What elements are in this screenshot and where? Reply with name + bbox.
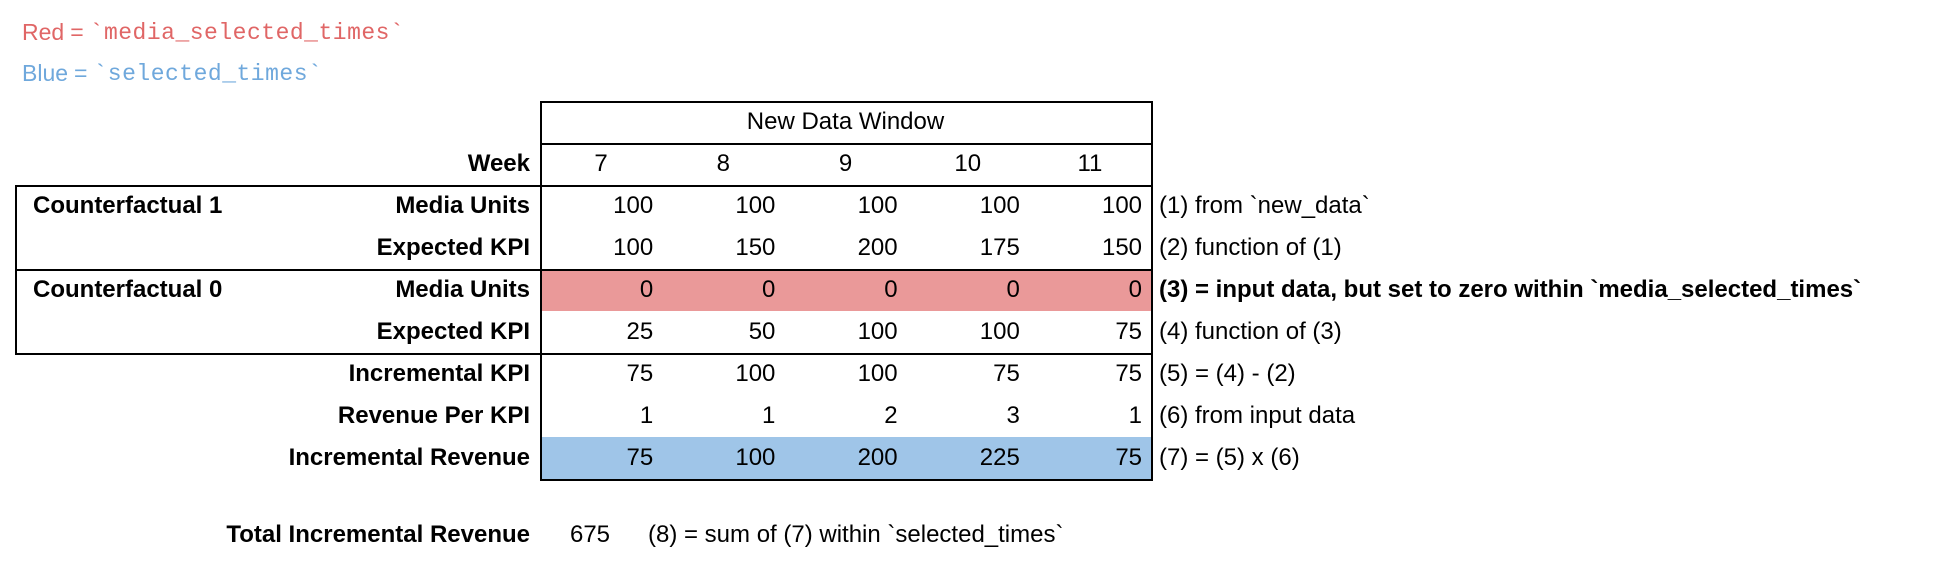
- group-label-counterfactual-0: Counterfactual 0: [33, 276, 223, 303]
- total-label: Total Incremental Revenue: [226, 521, 530, 548]
- cell-value: 1: [639, 402, 654, 429]
- total-annotation: (8) = sum of (7) within `selected_times`: [648, 521, 1064, 548]
- legend-red-code: `media_selected_times`: [89, 19, 405, 46]
- cell-value: 100: [613, 234, 654, 261]
- week-cell: 11: [1077, 150, 1103, 177]
- border-week-bottom: [15, 185, 1153, 187]
- cell-value: 100: [979, 192, 1020, 219]
- border-grid-left: [540, 101, 542, 481]
- cell-value: 200: [857, 444, 898, 471]
- cell-value: 100: [735, 192, 776, 219]
- row-label: Media Units: [395, 276, 530, 303]
- cell-value: 75: [1115, 318, 1143, 345]
- week-label: Week: [467, 150, 530, 177]
- blue-highlight-cells: 75 100 200 225 75: [540, 437, 1151, 479]
- table-row-incremental-revenue: Incremental Revenue 75 100 200 225 75 (7…: [0, 437, 1960, 479]
- row-annotation-3: (3) = input data, but set to zero within…: [1159, 276, 1862, 303]
- cell-value: 100: [613, 192, 654, 219]
- cell-value: 0: [1128, 276, 1143, 303]
- total-row: Total Incremental Revenue 675 (8) = sum …: [0, 512, 1960, 558]
- table-row-media-units-cf1: Counterfactual 1 Media Units 100 100 100…: [0, 185, 1960, 227]
- row-label: Incremental Revenue: [288, 444, 530, 471]
- cell-value: 2: [884, 402, 898, 429]
- cell-value: 200: [857, 234, 898, 261]
- legend-red-equals: =: [70, 19, 84, 45]
- table-row-expected-kpi-cf1: Expected KPI 100 150 200 175 150 (2) fun…: [0, 227, 1960, 269]
- total-value: 675: [569, 521, 611, 548]
- week-cell: 10: [954, 150, 982, 177]
- cell-value: 75: [626, 360, 654, 387]
- cell-value: 150: [1101, 234, 1143, 261]
- border-labelbox-left: [15, 185, 17, 355]
- border-cf0-bottom: [15, 353, 1153, 355]
- cell-value: 75: [1115, 444, 1143, 471]
- cell-value: 1: [762, 402, 776, 429]
- cell-value: 100: [857, 192, 898, 219]
- table-row-incremental-kpi: Incremental KPI 75 100 100 75 75 (5) = (…: [0, 353, 1960, 395]
- cell-value: 0: [1006, 276, 1020, 303]
- row-label: Incremental KPI: [348, 360, 530, 387]
- cell-value: 3: [1006, 402, 1020, 429]
- legend-blue-line: Blue = `selected_times`: [22, 53, 404, 94]
- cell-value: 100: [979, 318, 1020, 345]
- row-annotation-4: (4) function of (3): [1159, 318, 1342, 345]
- cell-value: 100: [1101, 192, 1143, 219]
- cell-value: 25: [626, 318, 654, 345]
- row-label: Expected KPI: [376, 234, 530, 261]
- border-grid-right: [1151, 101, 1153, 481]
- row-label: Expected KPI: [376, 318, 530, 345]
- cell-value: 0: [884, 276, 898, 303]
- red-highlight-cells: 0 0 0 0 0: [540, 269, 1151, 311]
- cell-value: 100: [857, 318, 898, 345]
- cell-value: 225: [979, 444, 1020, 471]
- legend-blue-label: Blue: [22, 60, 69, 86]
- row-label: Revenue Per KPI: [337, 402, 530, 429]
- legend-blue-equals: =: [74, 60, 88, 86]
- table-row-expected-kpi-cf0: Expected KPI 25 50 100 100 75 (4) functi…: [0, 311, 1960, 353]
- table-row-media-units-cf0: Counterfactual 0 Media Units 0 0 0 0 0 (…: [0, 269, 1960, 311]
- week-row: Week 7 8 9 10 11: [0, 143, 1960, 185]
- cell-value: 100: [857, 360, 898, 387]
- row-annotation-7: (7) = (5) x (6): [1159, 444, 1300, 471]
- row-annotation-5: (5) = (4) - (2): [1159, 360, 1296, 387]
- new-data-window-header: New Data Window: [540, 101, 1151, 143]
- color-legend: Red = `media_selected_times` Blue = `sel…: [22, 12, 404, 94]
- legend-blue-code: `selected_times`: [93, 60, 323, 87]
- legend-red-line: Red = `media_selected_times`: [22, 12, 404, 53]
- table-row-revenue-per-kpi: Revenue Per KPI 1 1 2 3 1 (6) from input…: [0, 395, 1960, 437]
- border-grid-bottom: [540, 479, 1153, 481]
- cell-value: 0: [762, 276, 776, 303]
- cell-value: 100: [735, 444, 776, 471]
- border-header-top: [540, 101, 1153, 103]
- cell-value: 50: [748, 318, 776, 345]
- row-annotation-1: (1) from `new_data`: [1159, 192, 1370, 219]
- week-cell: 9: [838, 150, 853, 177]
- new-data-window-title: New Data Window: [746, 108, 945, 135]
- cell-value: 75: [993, 360, 1020, 387]
- week-cells: 7 8 9 10 11: [540, 143, 1151, 185]
- row-annotation-2: (2) function of (1): [1159, 234, 1342, 261]
- cell-value: 150: [735, 234, 776, 261]
- border-cf1-cf0-separator: [15, 269, 1153, 271]
- cell-value: 75: [1115, 360, 1143, 387]
- week-cell: 7: [594, 150, 608, 177]
- row-label: Media Units: [395, 192, 530, 219]
- cell-value: 75: [626, 444, 654, 471]
- row-annotation-6: (6) from input data: [1159, 402, 1356, 429]
- group-label-counterfactual-1: Counterfactual 1: [33, 192, 223, 219]
- cell-value: 1: [1128, 402, 1143, 429]
- cell-value: 175: [979, 234, 1020, 261]
- week-cell: 8: [716, 150, 730, 177]
- cell-value: 0: [639, 276, 654, 303]
- cell-value: 100: [735, 360, 776, 387]
- legend-red-label: Red: [22, 19, 65, 45]
- border-header-bottom: [540, 143, 1153, 145]
